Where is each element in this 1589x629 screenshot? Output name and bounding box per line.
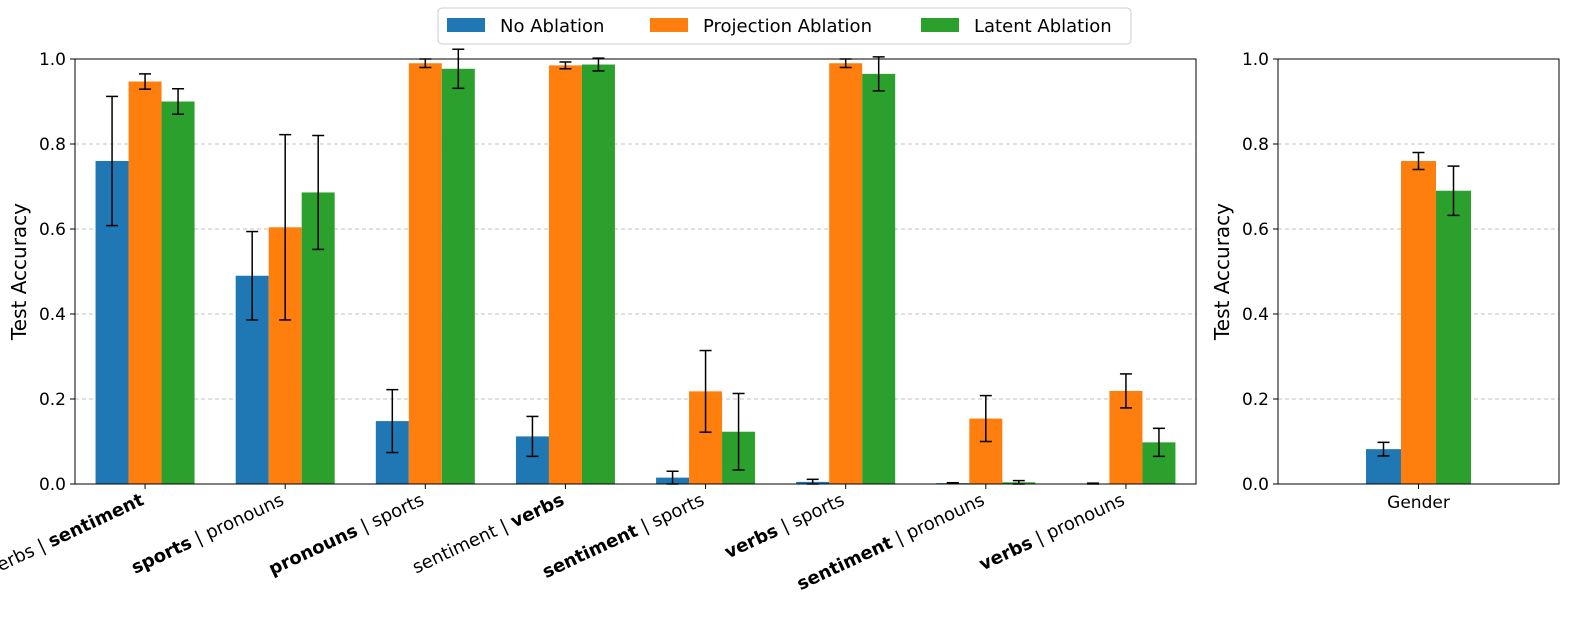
gender-chart-panel: 0.0 0.2 0.4 0.6 0.8 1.0 Test Accuracy Gender (1210, 50, 1559, 513)
legend-swatch-projection-ablation (650, 18, 688, 32)
y-tick-label: 0.8 (39, 135, 66, 155)
x-tick-label-1: sports | pronouns (128, 489, 287, 578)
legend-swatch-no-ablation (447, 18, 485, 32)
y-tick-label: 0.0 (1242, 475, 1269, 495)
y-tick-label: 0.6 (1242, 220, 1269, 240)
bar-latent-ablation-0 (1436, 191, 1471, 484)
legend-label-latent-ablation: Latent Ablation (974, 16, 1112, 37)
y-tick-label: 0.6 (39, 220, 66, 240)
legend-label-projection-ablation: Projection Ablation (703, 16, 872, 37)
bar-projection-ablation-2 (409, 63, 442, 484)
y-tick-label: 1.0 (1242, 50, 1269, 70)
main-chart-panel: 0.0 0.2 0.4 0.6 0.8 1.0 Test Accuracy verbs | s… (0, 49, 1196, 595)
legend-swatch-latent-ablation (921, 18, 959, 32)
bar-latent-ablation-0 (162, 102, 195, 485)
x-tick-label-5: verbs | sports (721, 489, 847, 563)
bar-projection-ablation-5 (829, 63, 862, 484)
y-tick-label: 0.4 (1242, 305, 1269, 325)
bar-projection-ablation-3 (549, 65, 582, 484)
bar-latent-ablation-3 (582, 65, 615, 484)
y-tick-label: 0.8 (1242, 135, 1269, 155)
x-tick-label-2: pronouns | sports (266, 489, 428, 579)
x-tick-label-0: verbs | sentiment (0, 489, 148, 580)
y-tick-label: 1.0 (39, 50, 66, 70)
error-bar-no-ablation-5 (807, 479, 819, 484)
y-axis-label: Test Accuracy (7, 203, 31, 341)
bar-latent-ablation-2 (442, 69, 475, 484)
y-tick-label: 0.2 (1242, 390, 1269, 410)
y-tick-label: 0.0 (39, 475, 66, 495)
x-tick-label-0: Gender (1387, 493, 1450, 513)
legend: No Ablation Projection Ablation Latent Abl… (438, 8, 1131, 44)
bar-projection-ablation-0 (1401, 161, 1436, 484)
legend-label-no-ablation: No Ablation (500, 16, 604, 37)
error-bar-no-ablation-6 (947, 483, 959, 484)
bar-latent-ablation-5 (862, 74, 895, 484)
y-tick-label: 0.4 (39, 305, 66, 325)
x-tick-label-7: verbs | pronouns (976, 489, 1128, 575)
bar-projection-ablation-0 (129, 82, 162, 484)
y-tick-label: 0.2 (39, 390, 66, 410)
y-axis-label: Test Accuracy (1210, 203, 1234, 341)
